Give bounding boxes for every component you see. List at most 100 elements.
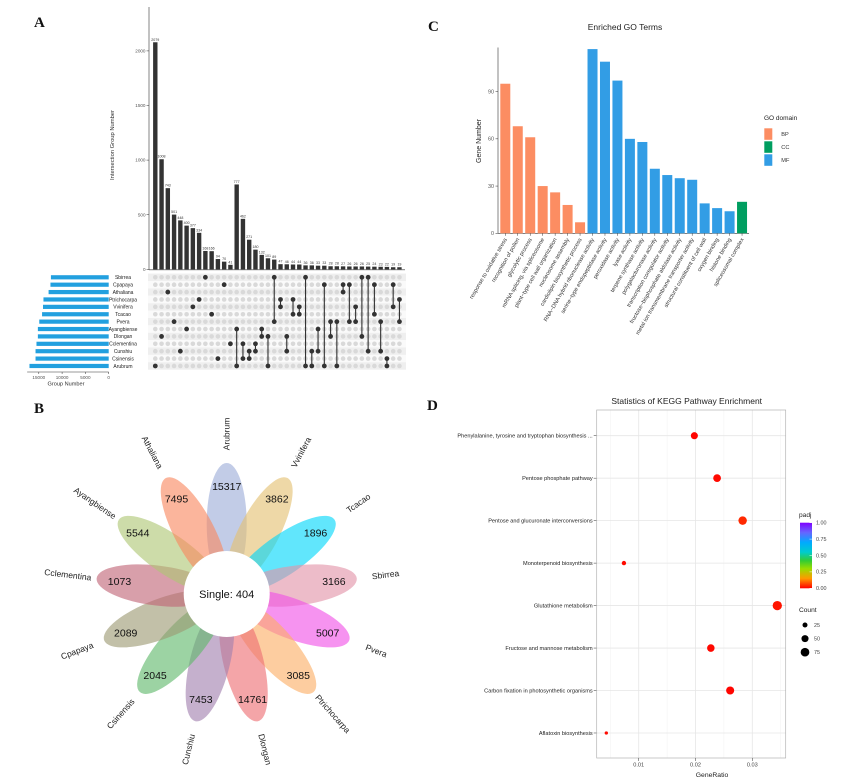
matrix-dot-inactive	[278, 356, 283, 361]
matrix-dot-inactive	[296, 297, 302, 302]
intersection-value-label: 777	[234, 180, 240, 184]
intersection-bar	[178, 220, 183, 270]
matrix-dot-inactive	[221, 334, 227, 339]
intersection-value-label: 46	[285, 260, 289, 264]
matrix-dot-active	[190, 304, 196, 310]
matrix-dot-inactive	[221, 326, 227, 332]
matrix-dot-inactive	[309, 297, 315, 302]
set-name-label: Dlongan	[114, 334, 133, 340]
matrix-dot-inactive	[184, 341, 189, 347]
pathway-point	[621, 560, 627, 566]
matrix-dot-inactive	[246, 363, 252, 369]
matrix-dot-active	[346, 319, 352, 325]
set-size-tick-label: 10000	[56, 375, 69, 380]
matrix-dot-inactive	[240, 326, 246, 332]
y-tick-label: 1000	[135, 158, 146, 163]
pathway-label: Phenylalanine, tyrosine and tryptophan b…	[457, 434, 593, 440]
matrix-dot-active	[378, 348, 384, 354]
go-term-bar	[662, 175, 673, 234]
matrix-dot-inactive	[221, 289, 227, 295]
intersection-value-label: 168	[202, 246, 208, 250]
matrix-dot-active	[253, 341, 258, 347]
matrix-dot-inactive	[278, 282, 283, 287]
matrix-dot-inactive	[309, 304, 315, 310]
intersection-bar	[259, 254, 264, 270]
matrix-dot-inactive	[246, 319, 252, 324]
padj-legend-title: padj	[799, 512, 812, 519]
intersection-value-label: 26	[360, 262, 364, 266]
intersection-value-label: 448	[177, 216, 183, 220]
matrix-dot-inactive	[159, 311, 164, 317]
intersection-value-label: 743	[165, 184, 171, 188]
matrix-dot-active	[209, 311, 215, 317]
matrix-dot-inactive	[178, 289, 183, 295]
matrix-dot-inactive	[372, 326, 377, 332]
matrix-dot-active	[397, 297, 402, 302]
matrix-dot-inactive	[296, 282, 302, 287]
petal-unique-count: 2089	[114, 627, 138, 639]
matrix-dot-active	[309, 363, 315, 369]
matrix-dot-inactive	[378, 304, 383, 310]
matrix-dot-inactive	[259, 341, 265, 347]
matrix-dot-inactive	[296, 356, 302, 361]
pathway-label: Pentose and glucuronate interconversions	[488, 519, 593, 525]
matrix-dot-inactive	[315, 363, 321, 369]
matrix-dot-inactive	[165, 319, 171, 324]
matrix-dot-inactive	[165, 311, 171, 317]
matrix-dot-inactive	[240, 319, 246, 324]
set-name-label: Cunshiu	[114, 349, 133, 355]
matrix-dot-inactive	[203, 289, 208, 295]
legend-swatch	[764, 154, 773, 166]
matrix-dot-inactive	[365, 356, 371, 361]
matrix-dot-inactive	[190, 275, 196, 280]
matrix-dot-inactive	[353, 356, 358, 361]
petal-unique-count: 2045	[143, 670, 167, 682]
matrix-dot-active	[353, 304, 359, 310]
matrix-dot-active	[372, 282, 377, 288]
matrix-dot-active	[397, 319, 402, 325]
matrix-dot-inactive	[309, 326, 315, 332]
go-term-bar	[687, 179, 698, 234]
matrix-dot-inactive	[296, 348, 302, 354]
matrix-dot-inactive	[353, 326, 358, 332]
matrix-dot-active	[340, 289, 346, 295]
set-size-bar	[42, 304, 109, 309]
matrix-dot-inactive	[353, 282, 358, 287]
matrix-row-band	[148, 280, 406, 289]
go-term-bar	[649, 168, 660, 234]
matrix-dot-inactive	[196, 289, 202, 295]
matrix-dot-inactive	[296, 289, 302, 295]
matrix-dot-inactive	[159, 282, 164, 287]
matrix-dot-inactive	[365, 363, 371, 369]
matrix-dot-inactive	[265, 297, 271, 302]
matrix-dot-inactive	[209, 297, 214, 302]
matrix-dot-inactive	[296, 341, 302, 347]
matrix-dot-inactive	[397, 348, 402, 354]
matrix-dot-inactive	[259, 275, 265, 280]
matrix-dot-inactive	[315, 289, 321, 295]
matrix-dot-inactive	[278, 275, 283, 280]
intersection-bar	[309, 265, 314, 270]
matrix-dot-inactive	[246, 334, 252, 339]
matrix-dot-inactive	[228, 356, 233, 361]
matrix-dot-inactive	[309, 311, 315, 317]
matrix-dot-inactive	[328, 363, 333, 369]
matrix-dot-inactive	[315, 356, 321, 361]
petal-unique-count: 7453	[189, 694, 213, 706]
matrix-dot-active	[196, 297, 202, 302]
matrix-dot-inactive	[259, 282, 265, 287]
intersection-bar	[184, 225, 189, 270]
intersection-bar	[203, 250, 208, 270]
matrix-dot-inactive	[196, 319, 202, 324]
matrix-dot-inactive	[215, 282, 221, 287]
matrix-dot-active	[202, 274, 208, 280]
panel-letter-a: A	[34, 15, 45, 31]
matrix-dot-inactive	[340, 326, 346, 332]
set-size-bar	[36, 341, 109, 346]
matrix-dot-active	[228, 341, 233, 347]
core-circle	[183, 551, 270, 637]
matrix-dot-inactive	[253, 326, 258, 332]
matrix-dot-inactive	[290, 289, 296, 295]
go-term-bar	[500, 83, 511, 234]
matrix-dot-inactive	[215, 341, 221, 347]
